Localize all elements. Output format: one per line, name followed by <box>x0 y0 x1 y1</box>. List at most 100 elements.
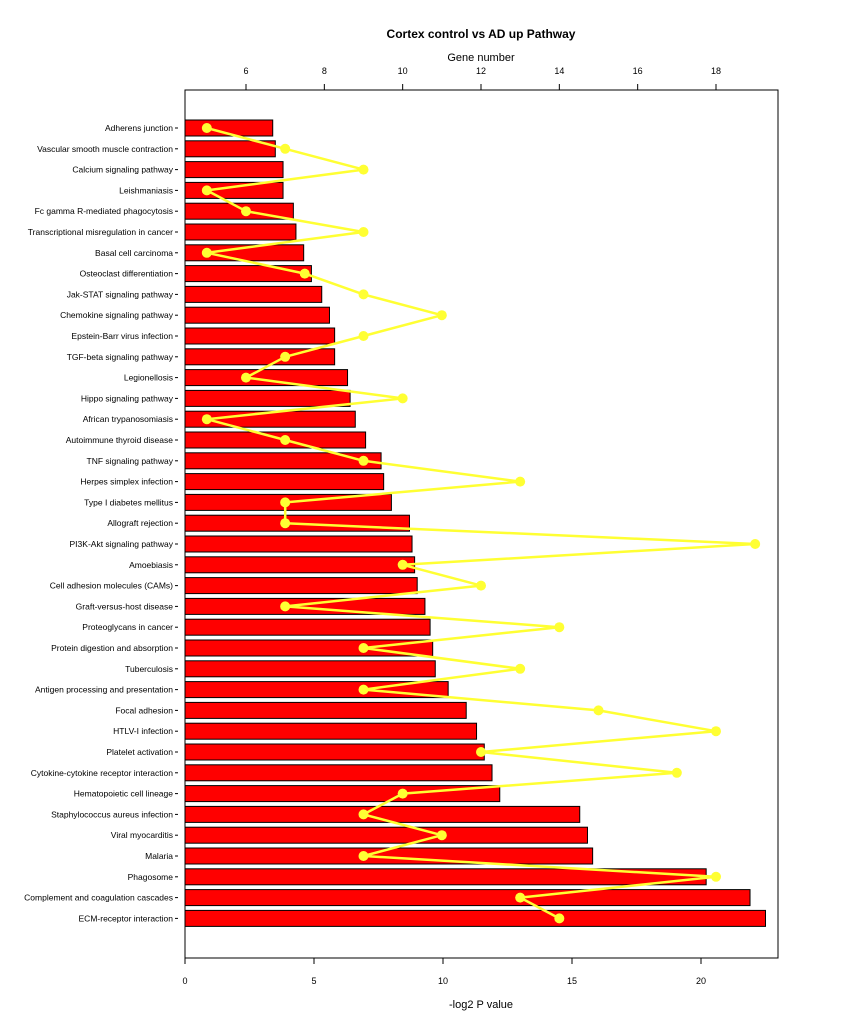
category-label: Complement and coagulation cascades <box>24 893 173 903</box>
category-label: Graft-versus-host disease <box>76 601 174 611</box>
category-label: Type I diabetes mellitus <box>84 497 173 507</box>
gene-number-point <box>241 372 251 383</box>
bar <box>184 327 336 345</box>
top-axis-label: Gene number <box>447 52 515 64</box>
category-label: Vascular smooth muscle contraction <box>37 144 173 154</box>
gene-number-point <box>358 809 369 820</box>
category-label: Legionellosis <box>124 373 173 383</box>
category-label: Adherens junction <box>105 123 173 133</box>
gene-number-point <box>358 164 369 175</box>
category-label: Epstein-Barr virus infection <box>71 331 173 341</box>
category-label: PI3K-Akt signaling pathway <box>70 539 174 549</box>
gene-number-point <box>397 559 408 570</box>
category-label: TGF-beta signaling pathway <box>67 352 174 362</box>
top-tick-label: 14 <box>554 66 564 76</box>
bar <box>184 618 431 636</box>
bar <box>184 764 493 782</box>
gene-number-point <box>397 393 408 404</box>
gene-number-point <box>358 684 369 695</box>
category-label: Cell adhesion molecules (CAMs) <box>50 581 173 591</box>
bar <box>184 556 416 574</box>
top-tick-label: 6 <box>243 66 248 76</box>
top-tick-label: 18 <box>711 66 721 76</box>
category-label: Chemokine signaling pathway <box>60 310 174 320</box>
category-label: African trypanosomiasis <box>83 414 173 424</box>
category-label: Platelet activation <box>106 747 173 757</box>
category-label: Hematopoietic cell lineage <box>74 789 173 799</box>
x-axis-label: -log2 P value <box>449 999 513 1011</box>
bar <box>184 577 418 595</box>
gene-number-point <box>397 788 408 799</box>
category-label: TNF signaling pathway <box>87 456 174 466</box>
category-label: Antigen processing and presentation <box>35 685 173 695</box>
bar <box>184 597 426 615</box>
category-label: Basal cell carcinoma <box>95 248 173 258</box>
gene-number-point <box>241 206 251 217</box>
x-tick-label: 0 <box>182 976 187 986</box>
gene-number-point <box>358 227 369 237</box>
x-tick-label: 5 <box>311 976 316 986</box>
gene-number-point <box>358 331 369 341</box>
bar <box>184 223 297 241</box>
bar <box>184 348 336 366</box>
top-tick-label: 16 <box>633 66 643 76</box>
bar <box>184 452 382 470</box>
category-label: Focal adhesion <box>115 705 173 715</box>
bar <box>184 369 349 387</box>
category-label: Leishmaniasis <box>119 185 173 195</box>
bar <box>184 826 588 844</box>
gene-number-point <box>299 268 310 279</box>
category-label: Amoebiasis <box>129 560 173 570</box>
gene-number-point <box>593 705 604 716</box>
gene-number-point <box>280 143 291 154</box>
bar <box>184 389 351 407</box>
bar <box>184 265 312 283</box>
gene-number-point <box>436 310 447 321</box>
gene-number-point <box>671 767 682 778</box>
bar <box>184 431 367 449</box>
top-tick-label: 8 <box>322 66 327 76</box>
gene-number-point <box>711 726 721 737</box>
category-label: Phagosome <box>128 872 174 882</box>
gene-number-point <box>201 123 212 133</box>
bar <box>184 535 413 553</box>
bar <box>184 181 284 199</box>
category-label: Viral myocarditis <box>111 830 173 840</box>
chart-title: Cortex control vs AD up Pathway <box>387 27 576 41</box>
gene-number-point <box>476 580 486 591</box>
gene-number-point <box>750 539 761 549</box>
bar <box>184 889 751 907</box>
gene-number-point <box>201 185 212 196</box>
category-label: HTLV-I infection <box>113 726 173 736</box>
gene-number-point <box>280 351 291 362</box>
gene-number-point <box>711 871 721 882</box>
gene-number-point <box>515 892 526 903</box>
category-label: Allograft rejection <box>107 518 173 528</box>
bar <box>184 785 501 803</box>
category-label: Osteoclast differentiation <box>80 269 174 279</box>
bar <box>184 681 449 699</box>
gene-number-point <box>280 435 291 445</box>
category-label: Protein digestion and absorption <box>51 643 173 653</box>
category-label: Proteoglycans in cancer <box>82 622 173 632</box>
x-tick-label: 15 <box>567 976 577 986</box>
bar <box>184 639 434 657</box>
bar <box>184 722 478 740</box>
gene-number-point <box>358 289 369 300</box>
category-label: Hippo signaling pathway <box>81 393 174 403</box>
gene-number-point <box>515 476 526 487</box>
top-tick-label: 10 <box>398 66 408 76</box>
bar <box>184 285 323 303</box>
bar <box>184 306 330 324</box>
category-label: Calcium signaling pathway <box>72 165 173 175</box>
category-label: Transcriptional misregulation in cancer <box>28 227 173 237</box>
gene-number-point <box>515 663 526 674</box>
gene-number-point <box>280 601 291 612</box>
category-label: Fc gamma R-mediated phagocytosis <box>35 206 173 216</box>
gene-number-point <box>358 455 369 466</box>
bar <box>184 473 385 491</box>
bar <box>184 701 467 719</box>
bar <box>184 410 356 428</box>
top-tick-label: 12 <box>476 66 486 76</box>
